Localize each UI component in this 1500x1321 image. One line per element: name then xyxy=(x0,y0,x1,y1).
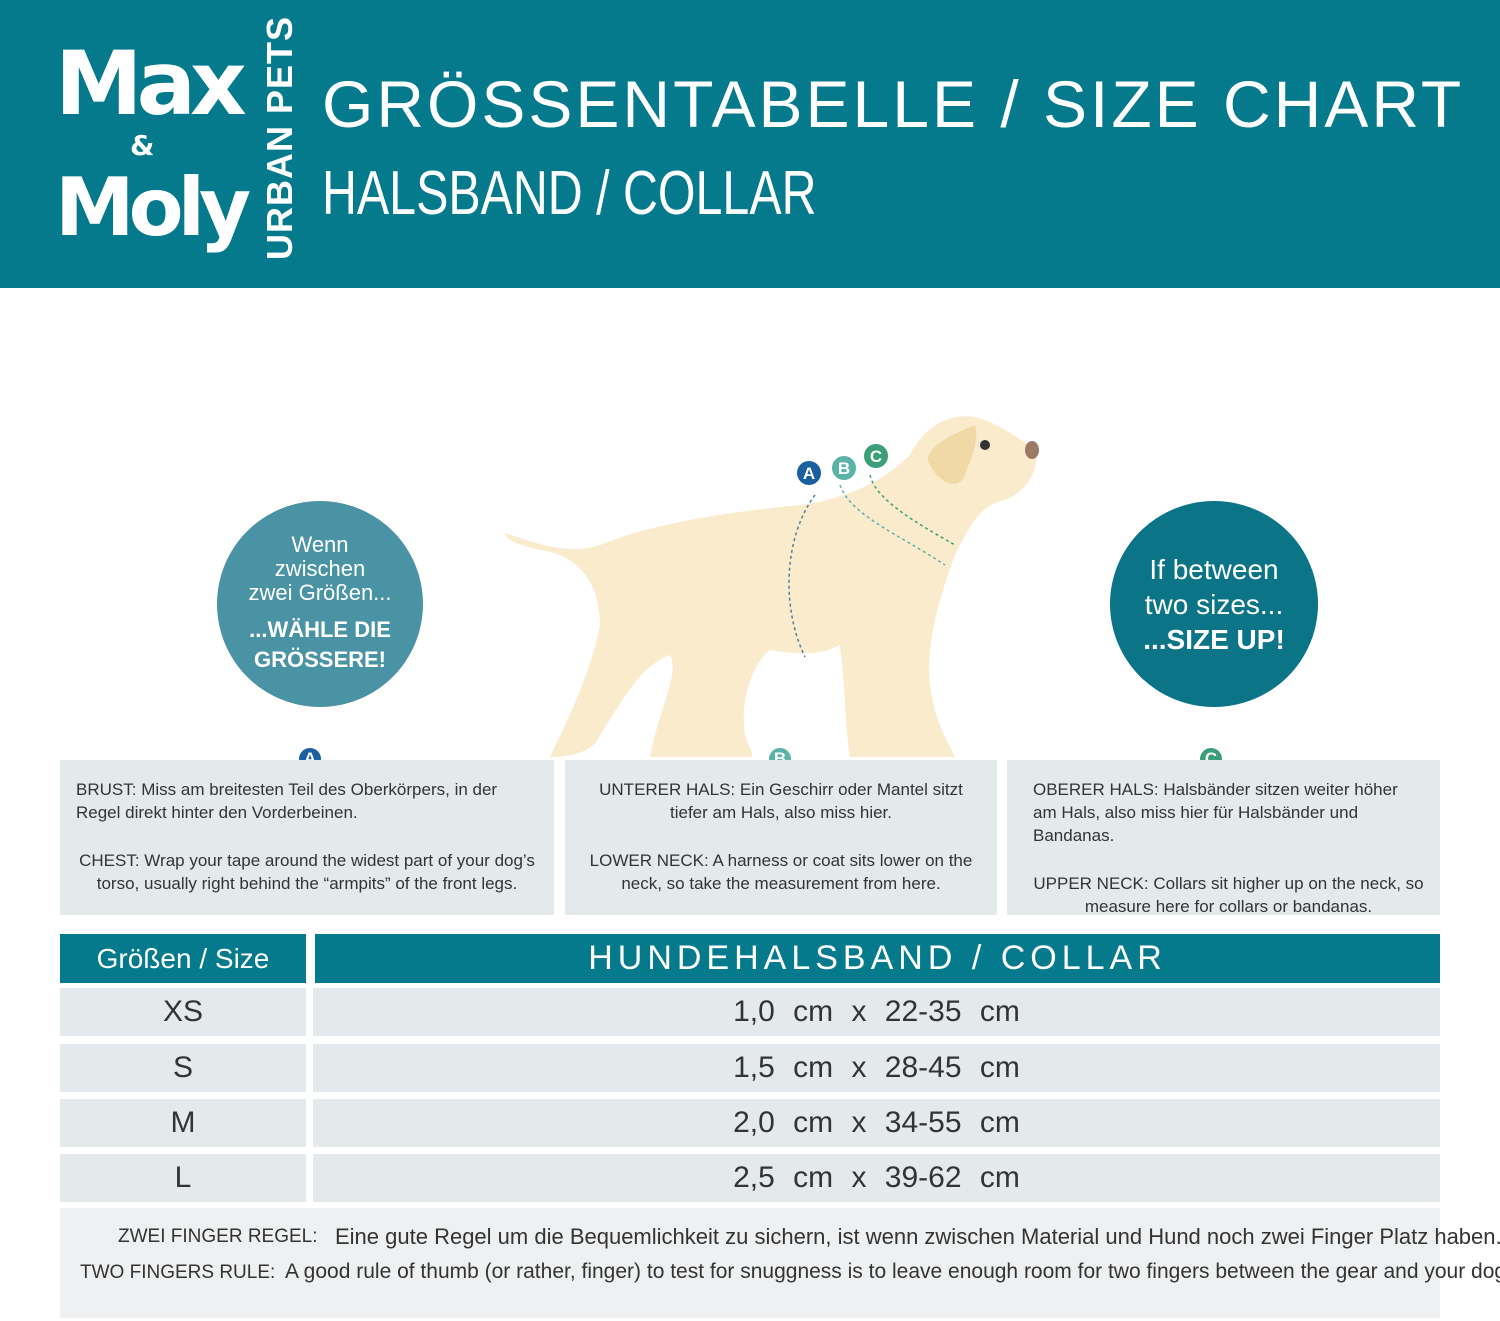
badge-c-icon xyxy=(864,444,888,468)
page-title: GRÖSSENTABELLE / SIZE CHART xyxy=(322,67,1465,141)
collar-dimension-cell: 2,5 cm x 39-62 cm xyxy=(313,1154,1440,1202)
measure-text-de: Ein Geschirr oder Mantel sitzt tiefer am… xyxy=(669,780,963,822)
bubble-text: GRÖSSERE! xyxy=(253,647,387,672)
logo-amp: & xyxy=(130,129,155,162)
measure-label: CHEST: xyxy=(79,851,140,870)
bubble-text: Wenn xyxy=(291,532,349,557)
dog-ear xyxy=(928,425,977,484)
size-up-bubble-en: If between two sizes... ...SIZE UP! xyxy=(1110,501,1318,707)
logo-max: Max xyxy=(55,32,247,135)
bubble-text: zwischen xyxy=(274,556,366,581)
measure-text-en: A harness or coat sits lower on the neck… xyxy=(621,851,973,893)
two-finger-rule: ZWEI FINGER REGEL: Eine gute Regel um di… xyxy=(60,1208,1500,1318)
bubble-text: ...WÄHLE DIE xyxy=(249,617,391,642)
size-up-bubble-de: Wenn zwischen zwei Größen... ...WÄHLE DI… xyxy=(217,501,423,707)
measure-label: OBERER HALS: xyxy=(1033,780,1159,799)
measure-text-en: Wrap your tape around the widest part of… xyxy=(96,851,535,893)
measure-text-de: Miss am breitesten Teil des Oberkörpers,… xyxy=(76,780,498,822)
brand-logo: Max & Moly URBAN PETS xyxy=(55,16,300,260)
size-column-header: Größen / Size xyxy=(60,934,306,983)
lower-neck-info-box: UNTERER HALS: Ein Geschirr oder Mantel s… xyxy=(565,760,997,915)
badge-c-label: C xyxy=(870,447,882,466)
rule-label-de: ZWEI FINGER REGEL: xyxy=(118,1226,318,1247)
collar-dimension-cell: 1,5 cm x 28-45 cm xyxy=(313,1044,1440,1092)
size-cell: L xyxy=(60,1154,306,1202)
page-subtitle: HALSBAND / COLLAR xyxy=(322,159,817,228)
size-cell: S xyxy=(60,1044,306,1092)
size-cell: M xyxy=(60,1099,306,1147)
bubble-text: zwei Größen... xyxy=(248,580,392,605)
bubble-text: two sizes... xyxy=(1144,588,1284,620)
rule-text-de: Eine gute Regel um die Bequemlichkeit zu… xyxy=(335,1224,1500,1249)
rule-label-en: TWO FINGERS RULE: xyxy=(80,1262,276,1283)
upper-neck-info-box: OBERER HALS: Halsbänder sitzen weiter hö… xyxy=(1007,760,1440,916)
upper-neck-line xyxy=(869,474,956,546)
size-cell: XS xyxy=(60,988,306,1036)
badge-b-icon xyxy=(832,456,856,480)
badge-a-label: A xyxy=(803,464,815,483)
dog-nose xyxy=(1025,441,1039,459)
measure-text-en: Collars sit higher up on the neck, so me… xyxy=(1084,874,1424,916)
measure-label: UPPER NECK: xyxy=(1033,874,1149,893)
logo-sub: URBAN PETS xyxy=(259,15,300,260)
measure-label: LOWER NECK: xyxy=(589,851,709,870)
chest-info-box: BRUST: Miss am breitesten Teil des Oberk… xyxy=(60,760,554,915)
collar-column-header: HUNDEHALSBAND / COLLAR xyxy=(315,934,1440,983)
collar-dimension-cell: 1,0 cm x 22-35 cm xyxy=(313,988,1440,1036)
badge-a-icon xyxy=(797,461,821,485)
measure-text-de: Halsbänder sitzen weiter höher am Hals, … xyxy=(1033,780,1398,845)
bubble-text: ...SIZE UP! xyxy=(1143,623,1285,655)
dog-illustration: A B C xyxy=(505,416,1039,757)
rule-text-en: A good rule of thumb (or rather, finger)… xyxy=(285,1260,1500,1283)
logo-molly: Moly xyxy=(55,161,251,254)
lower-neck-line xyxy=(839,484,946,566)
dog-eye xyxy=(980,440,990,450)
bubble-text: If between xyxy=(1149,553,1279,585)
collar-dimension-cell: 2,0 cm x 34-55 cm xyxy=(313,1099,1440,1147)
measure-label: UNTERER HALS: xyxy=(599,780,736,799)
dog-body xyxy=(505,416,1037,757)
chest-measure-line xyxy=(788,494,816,658)
measure-label: BRUST: xyxy=(76,780,137,799)
badge-b-label: B xyxy=(838,459,850,478)
header-banner: Max & Moly URBAN PETS GRÖSSENTABELLE / S… xyxy=(0,0,1500,288)
